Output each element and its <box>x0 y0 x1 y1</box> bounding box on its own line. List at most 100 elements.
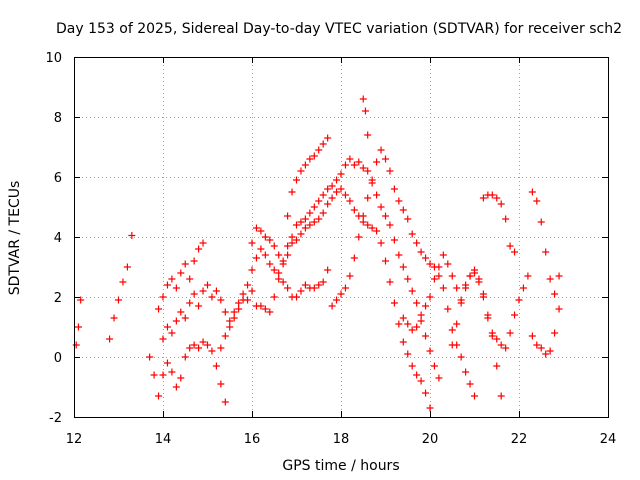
data-point <box>395 197 403 205</box>
data-point <box>395 251 403 259</box>
data-point <box>462 284 470 292</box>
data-point <box>399 263 407 271</box>
y-tick-label: -2 <box>49 411 62 426</box>
data-point <box>257 245 265 253</box>
data-point <box>537 344 545 352</box>
data-point <box>417 248 425 256</box>
data-point <box>359 212 367 220</box>
data-point <box>310 152 318 160</box>
data-point <box>315 146 323 154</box>
data-point <box>546 347 554 355</box>
data-point <box>430 362 438 370</box>
series-arc-i <box>284 134 332 220</box>
plot-frame <box>74 57 609 418</box>
data-point <box>293 236 300 244</box>
data-point <box>297 287 305 295</box>
data-point <box>244 296 252 304</box>
data-point <box>163 323 171 331</box>
data-point <box>252 224 260 232</box>
data-point <box>77 296 85 304</box>
data-point <box>417 377 425 385</box>
data-point <box>244 281 252 289</box>
data-point <box>128 232 136 239</box>
data-point <box>315 215 323 223</box>
data-point <box>270 293 278 301</box>
data-point <box>324 134 332 142</box>
data-point <box>466 272 474 280</box>
data-point <box>350 161 358 169</box>
data-point <box>266 308 274 316</box>
data-point <box>293 293 300 301</box>
data-point <box>439 284 447 292</box>
data-point <box>341 284 349 292</box>
data-point <box>275 251 283 259</box>
data-point <box>293 221 300 229</box>
data-point <box>479 194 487 202</box>
data-point <box>364 221 372 229</box>
series-arc-j <box>328 146 478 400</box>
x-tick-label: 12 <box>66 432 83 447</box>
data-point <box>235 299 243 307</box>
data-point <box>368 176 376 184</box>
data-point <box>426 404 434 412</box>
data-point <box>377 203 385 211</box>
data-point <box>230 308 238 316</box>
data-point <box>217 344 225 352</box>
data-point <box>119 278 127 286</box>
data-point <box>377 239 385 247</box>
data-point <box>488 329 496 337</box>
data-point <box>106 335 114 343</box>
data-point <box>155 305 163 313</box>
data-point <box>484 314 492 322</box>
data-point <box>315 197 323 205</box>
data-point <box>368 224 376 232</box>
data-point <box>195 344 203 352</box>
data-point <box>551 329 559 337</box>
data-point <box>341 191 349 199</box>
x-tick-label: 18 <box>333 432 350 447</box>
data-point <box>333 296 341 304</box>
data-point <box>497 200 505 208</box>
data-point <box>252 254 260 262</box>
data-point <box>177 374 185 382</box>
data-point <box>159 335 167 343</box>
data-point <box>435 263 443 271</box>
data-point <box>373 158 381 166</box>
series-arc-a <box>72 296 85 349</box>
data-point <box>337 170 345 178</box>
data-point <box>444 305 452 313</box>
data-point <box>168 368 176 376</box>
data-point <box>533 197 541 205</box>
data-point <box>297 167 305 175</box>
data-point <box>319 140 327 148</box>
data-point <box>261 251 269 259</box>
data-point <box>319 191 327 199</box>
data-point <box>364 167 372 175</box>
data-point <box>502 344 510 352</box>
data-point <box>284 212 292 220</box>
data-point <box>359 164 367 172</box>
data-point <box>159 371 167 379</box>
series-arc-c <box>128 232 136 239</box>
data-point <box>266 236 274 244</box>
data-point <box>528 332 536 340</box>
data-point <box>373 227 381 235</box>
data-point <box>453 320 461 328</box>
data-point <box>430 275 438 283</box>
data-point <box>74 323 82 331</box>
data-point <box>448 272 456 280</box>
series-arc-m <box>448 266 532 352</box>
data-point <box>551 290 559 298</box>
data-point <box>533 341 541 349</box>
data-point <box>319 209 327 217</box>
data-point <box>328 194 336 202</box>
data-point <box>208 347 216 355</box>
data-point <box>284 251 292 259</box>
y-tick-label: 6 <box>54 171 62 186</box>
data-point <box>390 299 398 307</box>
data-point <box>377 146 385 154</box>
data-point <box>488 191 496 199</box>
data-point <box>475 275 483 283</box>
data-point <box>382 155 389 163</box>
